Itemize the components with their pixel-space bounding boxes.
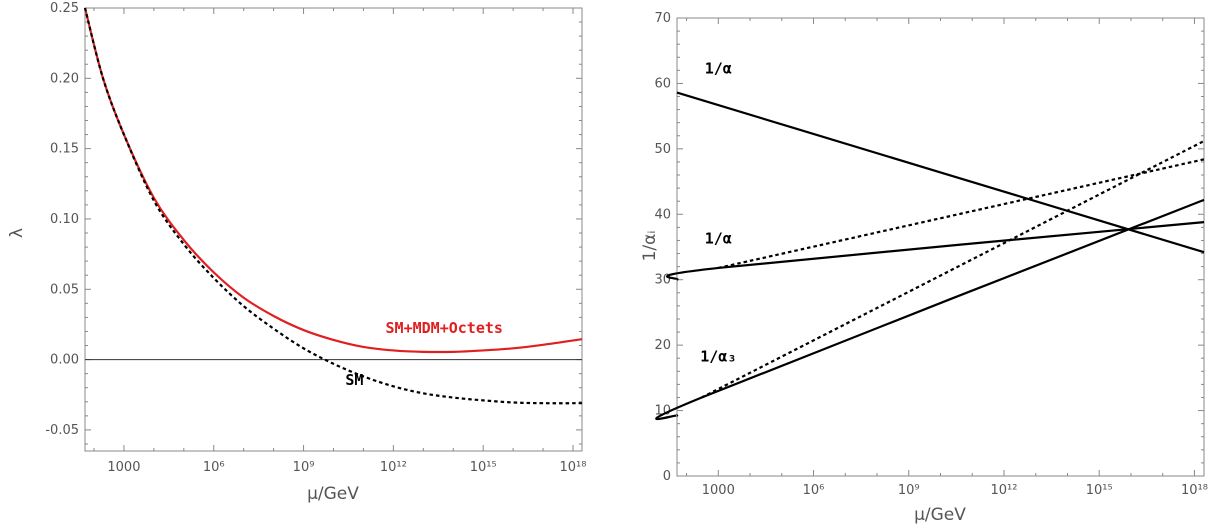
x-tick-label: 10¹² xyxy=(991,483,1018,498)
y-tick-label: -0.05 xyxy=(45,423,79,438)
annotation-label-1: 1/α xyxy=(705,60,732,78)
x-axis-title: μ/GeV xyxy=(914,505,966,525)
x-tick-label: 1000 xyxy=(702,483,735,498)
x-axis-title: μ/GeV xyxy=(307,484,359,504)
series-line-2 xyxy=(83,7,583,405)
series-line-5 xyxy=(701,140,1205,399)
x-tick-label: 10¹² xyxy=(380,460,407,475)
chart-2: 1000 10⁶ 10⁹ 10¹² 10¹⁵ 10¹⁸010203040506070μ/G… xyxy=(640,11,1208,525)
y-axis-title: λ xyxy=(7,228,27,238)
y-tick-label: 40 xyxy=(654,207,671,222)
series-line-1 xyxy=(83,7,583,354)
series-line-3 xyxy=(718,158,1205,270)
y-axis-title: 1/αᵢ xyxy=(640,231,660,262)
x-tick-label: 10⁶ xyxy=(203,460,225,475)
x-tick-label: 10¹⁸ xyxy=(1181,483,1208,498)
y-tick-label: 50 xyxy=(654,142,671,157)
y-tick-label: 0.05 xyxy=(50,282,79,297)
y-tick-label: 0.25 xyxy=(50,1,79,16)
annotation-label-2: 1/α xyxy=(705,230,732,248)
y-tick-label: 20 xyxy=(654,338,671,353)
series-line-4 xyxy=(655,198,1205,421)
x-tick-label: 10⁶ xyxy=(803,483,825,498)
y-tick-label: 0.20 xyxy=(50,71,79,86)
y-tick-label: 0.15 xyxy=(50,142,79,157)
y-tick-label: 0.10 xyxy=(50,212,79,227)
annotation-label-1: SM+MDM+Octets xyxy=(386,319,503,337)
x-tick-label: 10¹⁸ xyxy=(560,460,587,475)
annotation-label-3: 1/α₃ xyxy=(700,348,736,366)
y-tick-label: 10 xyxy=(654,404,671,419)
x-tick-label: 10⁹ xyxy=(293,460,315,475)
x-tick-label: 1000 xyxy=(107,460,140,475)
x-tick-label: 10¹⁵ xyxy=(1086,483,1113,498)
chart-1: 1000 10⁶ 10⁹ 10¹² 10¹⁵ 10¹⁸ -0.05 0.00 0.05 0.10 0… xyxy=(7,1,586,504)
y-tick-label: 70 xyxy=(654,11,671,26)
y-tick-label: 60 xyxy=(654,76,671,91)
annotation-label-2: SM xyxy=(345,371,363,389)
series-line-1 xyxy=(676,91,1205,254)
y-tick-label: 0 xyxy=(663,469,671,484)
series-line-2 xyxy=(666,221,1205,281)
plot-frame xyxy=(84,7,583,452)
x-tick-label: 10¹⁵ xyxy=(470,460,497,475)
x-tick-label: 10⁹ xyxy=(898,483,920,498)
y-tick-label: 0.00 xyxy=(50,353,79,368)
